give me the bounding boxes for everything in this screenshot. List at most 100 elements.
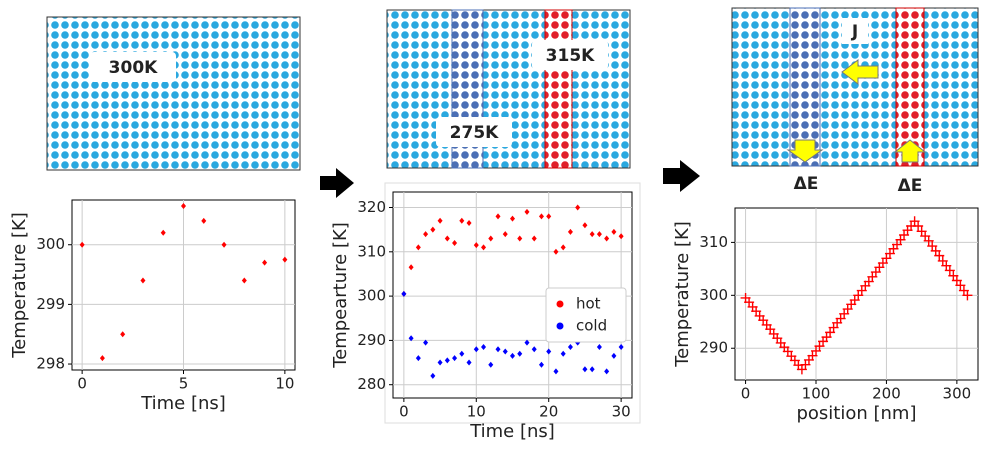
- step-arrow: [663, 160, 700, 192]
- point: [567, 344, 573, 351]
- point: [524, 208, 530, 215]
- point: [459, 217, 465, 224]
- plot-area: [734, 207, 979, 381]
- x-tick-label: 300: [943, 385, 972, 403]
- point: [444, 235, 450, 242]
- y-tick-label: 320: [357, 198, 386, 216]
- y-tick-label: 300: [357, 287, 386, 305]
- energy-arrow: [893, 139, 927, 163]
- point: [481, 244, 487, 251]
- temperature-label: 300K: [109, 58, 158, 78]
- point: [538, 213, 544, 220]
- point: [575, 204, 581, 211]
- point: [589, 231, 595, 238]
- y-tick-label: 290: [357, 331, 386, 349]
- point: [120, 331, 126, 338]
- x-tick-label: 10: [467, 403, 486, 421]
- point: [517, 235, 523, 242]
- y-tick-label: 290: [699, 339, 728, 357]
- x-tick-label: 0: [741, 385, 751, 403]
- point: [567, 228, 573, 235]
- y-axis-label: Temperature [K]: [9, 212, 30, 359]
- step-arrow: [320, 168, 354, 198]
- legend-marker: [556, 322, 564, 330]
- point: [408, 335, 414, 342]
- point: [582, 366, 588, 373]
- x-tick-label: 0: [77, 375, 87, 393]
- point: [618, 233, 624, 240]
- x-tick-label: 20: [539, 403, 558, 421]
- point: [459, 350, 465, 357]
- energy-label: ΔE: [794, 174, 819, 194]
- point: [604, 235, 610, 242]
- point: [473, 242, 479, 249]
- point: [437, 359, 443, 366]
- point: [181, 202, 186, 209]
- point: [510, 352, 515, 359]
- point: [79, 241, 85, 248]
- x-tick-label: 0: [399, 403, 409, 421]
- point: [531, 346, 537, 353]
- y-axis-label: Tempearture [K]: [330, 222, 351, 369]
- lattice: [46, 16, 301, 171]
- energy-label: ΔE: [898, 176, 923, 196]
- point: [430, 226, 436, 233]
- point: [611, 228, 617, 235]
- hot-region: [544, 9, 573, 169]
- point: [502, 231, 508, 238]
- point: [201, 217, 207, 224]
- point: [611, 352, 617, 359]
- temperature-label: 275K: [450, 123, 499, 143]
- point: [452, 355, 458, 362]
- point: [538, 361, 544, 368]
- point: [415, 355, 421, 362]
- point: [524, 339, 530, 346]
- legend-box: [545, 287, 627, 343]
- point: [437, 217, 443, 224]
- point: [560, 244, 566, 251]
- point: [596, 231, 602, 238]
- point: [510, 215, 515, 222]
- y-tick-label: 280: [357, 375, 386, 393]
- point: [934, 250, 945, 261]
- label-box: [90, 52, 176, 82]
- y-axis-label: Temperature [K]: [672, 221, 693, 368]
- point: [531, 235, 537, 242]
- label-box: [842, 18, 868, 44]
- x-axis-label: position [nm]: [796, 403, 916, 424]
- y-tick-label: 300: [36, 235, 65, 253]
- point: [495, 213, 501, 220]
- point: [589, 366, 595, 373]
- point: [553, 248, 559, 255]
- x-tick-label: 10: [275, 375, 294, 393]
- point: [221, 241, 227, 248]
- energy-arrow: [786, 139, 824, 163]
- point: [262, 259, 268, 266]
- x-tick-label: 5: [179, 375, 189, 393]
- label-box: [436, 117, 512, 147]
- point: [495, 346, 501, 353]
- point: [604, 368, 610, 375]
- point: [913, 220, 924, 231]
- point: [473, 346, 479, 353]
- point: [99, 355, 105, 362]
- point: [423, 339, 429, 346]
- point: [546, 348, 552, 355]
- point: [401, 290, 407, 297]
- point: [962, 290, 973, 301]
- x-axis-label: Time [ns]: [140, 393, 226, 414]
- x-axis-label: Time [ns]: [469, 421, 555, 442]
- x-tick-label: 100: [802, 385, 831, 403]
- point: [944, 265, 955, 276]
- legend-label: cold: [576, 317, 607, 335]
- point: [488, 235, 494, 242]
- y-tick-label: 310: [357, 242, 386, 260]
- point: [160, 229, 166, 236]
- flux-arrow: [841, 59, 879, 85]
- point: [560, 350, 566, 357]
- point: [596, 344, 602, 351]
- point: [553, 368, 559, 375]
- label-box: [884, 172, 936, 198]
- y-tick-label: 300: [699, 286, 728, 304]
